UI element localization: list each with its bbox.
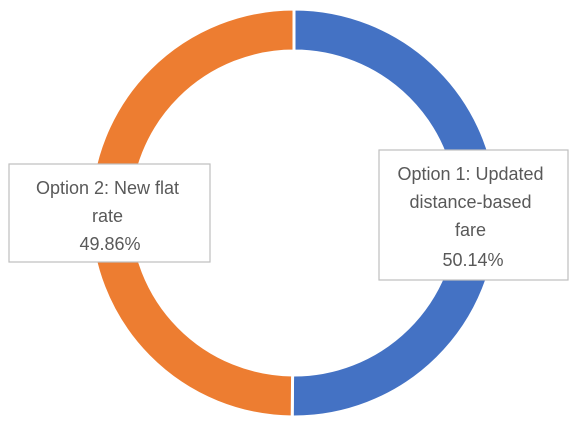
doughnut-slice-option-1 bbox=[290, 7, 500, 419]
data-label-line: Option 2: New flat bbox=[36, 178, 179, 198]
doughnut-slice-option-2 bbox=[88, 7, 296, 419]
data-label-text-option-2: Option 2: New flat rate 49.86% bbox=[36, 178, 184, 254]
data-label-line: Option 1: Updated bbox=[397, 164, 543, 184]
data-label-line: distance-based bbox=[409, 192, 531, 212]
data-label-box-option-1 bbox=[378, 149, 569, 281]
data-label-text-option-1: Option 1: Updated distance-based fare 50… bbox=[397, 164, 548, 270]
data-label-option-1: Option 1: Updated distance-based fare 50… bbox=[378, 149, 569, 281]
data-label-value: 49.86% bbox=[79, 234, 140, 254]
data-label-line: rate bbox=[92, 206, 123, 226]
data-label-box-option-2 bbox=[8, 163, 211, 263]
data-label-value: 50.14% bbox=[442, 250, 503, 270]
doughnut-slices bbox=[88, 7, 500, 419]
data-label-line: fare bbox=[455, 220, 486, 240]
data-label-option-2: Option 2: New flat rate 49.86% bbox=[8, 163, 211, 263]
